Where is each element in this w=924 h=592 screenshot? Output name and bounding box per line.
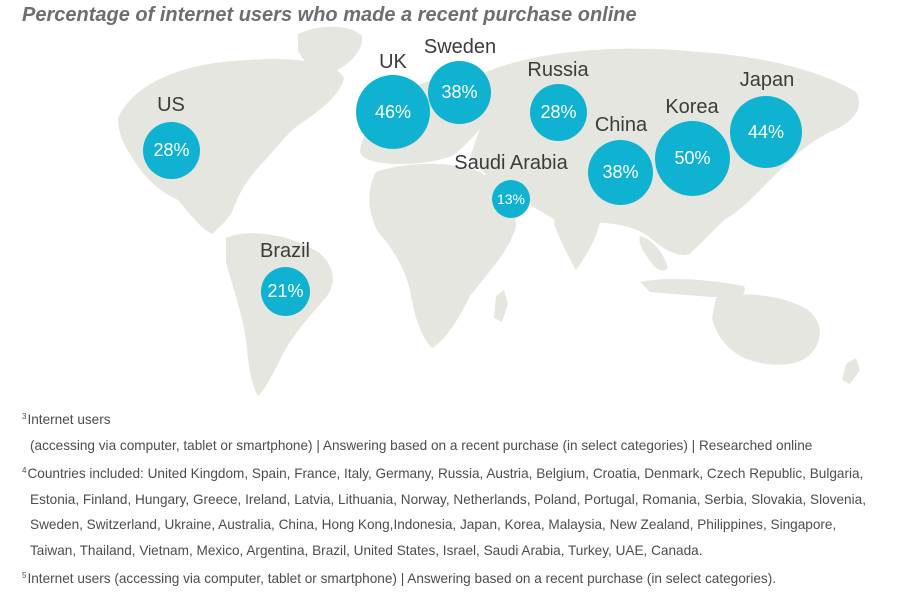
indonesia <box>640 279 745 299</box>
marker-value-brazil: 21% <box>267 281 304 301</box>
footnote-5-line-1: 5Internet users (accessing via computer,… <box>22 571 777 586</box>
footnotes: 3Internet users (accessing via computer,… <box>22 404 902 592</box>
footnote-5-mark: 5 <box>22 571 27 580</box>
marker-value-sweden: 38% <box>441 82 478 102</box>
marker-russia[interactable]: 28% <box>530 84 587 141</box>
marker-value-us: 28% <box>153 140 190 160</box>
india-peninsula <box>554 207 600 270</box>
footnote-4-mark: 4 <box>22 466 27 475</box>
country-label-korea: Korea <box>665 96 719 118</box>
footnote-3-line-1: 3Internet users <box>22 412 111 427</box>
footnote-4-line-3: Sweden, Switzerland, Ukraine, Australia,… <box>30 517 837 532</box>
greenland <box>298 26 363 73</box>
country-label-saudi-arabia: Saudi Arabia <box>454 152 568 174</box>
country-label-china: China <box>594 114 648 136</box>
world-map <box>118 26 860 396</box>
marker-value-saudi-arabia: 13% <box>496 191 526 207</box>
footnote-3-line-2: (accessing via computer, tablet or smart… <box>30 437 813 453</box>
north-america <box>118 58 344 235</box>
marker-korea[interactable]: 50% <box>655 121 730 196</box>
map-title: Percentage of internet users who made a … <box>22 4 637 26</box>
marker-brazil[interactable]: 21% <box>261 267 310 316</box>
country-label-japan: Japan <box>739 69 795 91</box>
marker-uk[interactable]: 46% <box>356 75 430 149</box>
marker-value-russia: 28% <box>540 102 577 122</box>
footnote-4-line-1: 4Countries included: United Kingdom, Spa… <box>22 466 864 481</box>
marker-china[interactable]: 38% <box>588 140 653 205</box>
marker-japan[interactable]: 44% <box>730 96 802 168</box>
country-label-sweden: Sweden <box>423 36 497 58</box>
southeast-asia <box>639 236 668 271</box>
marker-value-uk: 46% <box>374 101 412 122</box>
new-zealand <box>842 358 860 384</box>
footnote-4-line-2: Estonia, Finland, Hungary, Greece, Irela… <box>30 491 866 507</box>
marker-value-japan: 44% <box>747 121 785 142</box>
australia <box>712 294 820 365</box>
marker-saudi-arabia[interactable]: 13% <box>492 180 530 218</box>
country-label-russia: Russia <box>527 59 589 81</box>
country-label-brazil: Brazil <box>259 240 311 262</box>
madagascar <box>494 290 508 322</box>
marker-sweden[interactable]: 38% <box>428 61 491 124</box>
country-label-us: US <box>157 94 185 116</box>
africa <box>369 163 516 348</box>
marker-value-china: 38% <box>602 162 639 182</box>
footnote-3-mark: 3 <box>22 412 27 421</box>
marker-us[interactable]: 28% <box>143 122 200 179</box>
footnote-4-line-4: Taiwan, Thailand, Vietnam, Mexico, Argen… <box>30 542 703 558</box>
marker-value-korea: 50% <box>674 148 711 168</box>
country-label-uk: UK <box>379 51 407 73</box>
